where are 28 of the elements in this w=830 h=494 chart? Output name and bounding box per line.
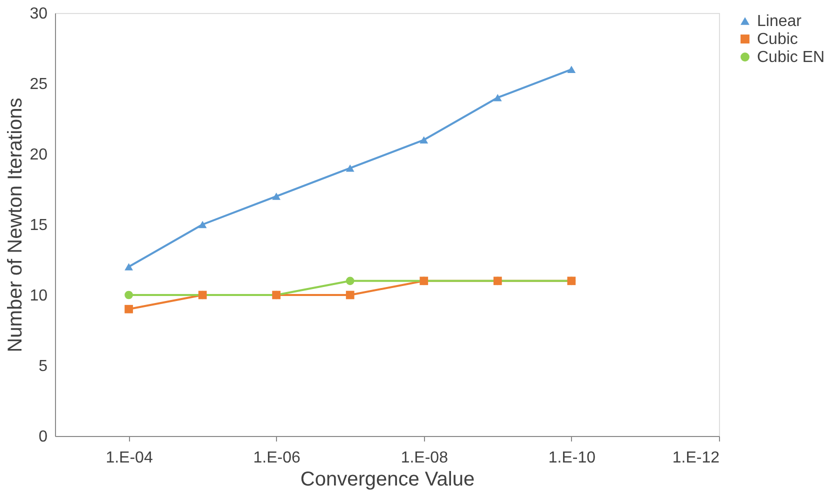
x-axis-title: Convergence Value	[300, 468, 475, 490]
point	[124, 263, 133, 270]
point	[272, 192, 281, 200]
x-tick-label: 1.E-08	[400, 450, 448, 466]
y-tick-label: 25	[30, 76, 48, 93]
y-tick-label: 10	[30, 288, 48, 304]
point	[198, 220, 207, 228]
y-tick-label: 15	[30, 217, 48, 234]
x-tick-label: 1.E-04	[106, 450, 153, 466]
point	[346, 276, 354, 286]
y-tick-label: 0	[38, 428, 48, 446]
point	[124, 304, 133, 314]
point	[493, 94, 502, 102]
legend-label: Linear	[757, 13, 802, 30]
legend-label: Cubic EN	[757, 49, 825, 66]
point	[346, 164, 354, 172]
y-axis-title: Number of Newton Iterations	[4, 98, 27, 352]
x-tick-label: 1.E-10	[548, 450, 596, 466]
y-tick-label: 20	[30, 146, 48, 164]
x-tick-label: 1.E-12	[672, 450, 720, 466]
y-tick-label: 5	[38, 358, 48, 375]
point	[420, 136, 428, 144]
legend-label: Cubic	[757, 31, 798, 48]
point	[346, 290, 354, 300]
point	[567, 66, 576, 74]
point	[124, 290, 133, 300]
x-tick-label: 1.E-06	[253, 450, 301, 466]
y-tick-label: 30	[30, 6, 48, 22]
